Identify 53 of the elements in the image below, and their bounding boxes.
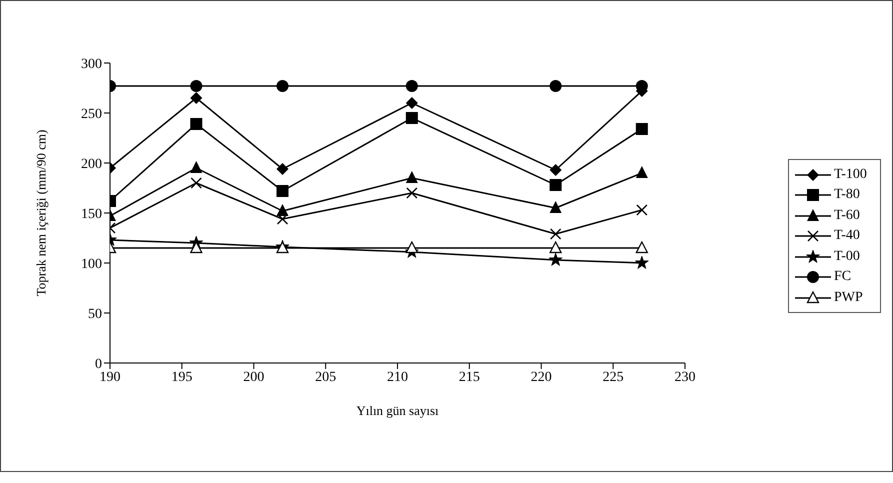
point xyxy=(550,164,562,176)
point xyxy=(550,201,562,213)
point xyxy=(190,118,202,130)
point xyxy=(190,80,202,92)
point xyxy=(276,185,288,197)
x-tick-label: 210 xyxy=(387,370,408,385)
point xyxy=(406,241,418,254)
x-tick-label: 190 xyxy=(100,370,120,385)
y-axis-title: Toprak nem içeriği (mm/90 cm) xyxy=(34,130,49,296)
y-tick-label: 200 xyxy=(81,156,102,172)
point xyxy=(190,177,202,189)
x-tick-label: 220 xyxy=(530,370,552,385)
y-tick-label: 300 xyxy=(81,56,102,72)
y-tick-label: 100 xyxy=(81,256,102,272)
y-tick-label: 250 xyxy=(81,106,102,122)
point xyxy=(548,252,563,266)
point xyxy=(276,213,288,225)
legend-label: T-80 xyxy=(834,187,860,203)
point xyxy=(406,112,418,124)
legend-label: FC xyxy=(834,269,852,285)
point xyxy=(190,92,202,104)
x-tick-label: 205 xyxy=(315,370,336,385)
y-tick-label: 0 xyxy=(95,356,102,372)
x-tick-label: 200 xyxy=(243,370,264,385)
point xyxy=(550,179,562,191)
point xyxy=(276,163,288,175)
x-axis-title: Yılın gün sayısı xyxy=(356,403,440,418)
point xyxy=(276,204,288,216)
point xyxy=(276,80,288,92)
point xyxy=(190,161,202,173)
point xyxy=(406,97,418,109)
point xyxy=(636,123,648,135)
x-tick-label: 225 xyxy=(602,370,624,385)
y-tick-label: 50 xyxy=(88,306,102,322)
point xyxy=(406,171,418,183)
legend-label: T-60 xyxy=(834,208,860,224)
point xyxy=(636,241,648,254)
point xyxy=(636,204,648,216)
point xyxy=(636,166,648,178)
x-tick-label: 215 xyxy=(458,370,480,385)
legend-label: T-100 xyxy=(834,166,867,182)
legend-label: PWP xyxy=(834,290,863,306)
point xyxy=(550,80,562,92)
point xyxy=(406,80,418,92)
legend-label: T-00 xyxy=(834,248,860,264)
x-tick-label: 230 xyxy=(674,370,696,385)
point xyxy=(550,228,562,240)
x-tick-label: 195 xyxy=(171,370,192,385)
point xyxy=(634,256,649,269)
point xyxy=(406,187,418,199)
point xyxy=(550,241,562,254)
legend-label: T-40 xyxy=(834,228,860,244)
y-tick-label: 150 xyxy=(81,206,102,222)
